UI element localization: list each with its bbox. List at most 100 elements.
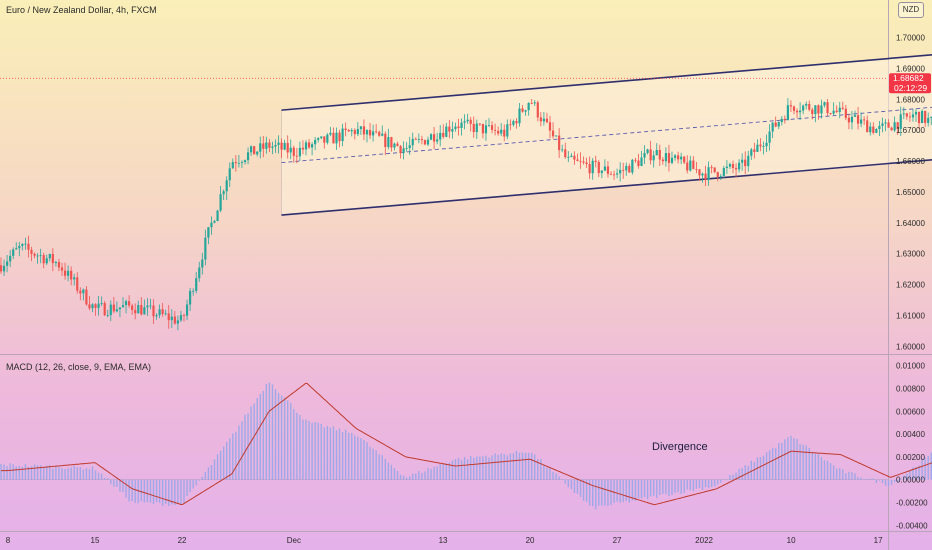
candle-body [530, 102, 533, 104]
macd-bar [107, 478, 109, 480]
candle-body [655, 149, 658, 156]
candle-body [722, 167, 725, 176]
candle-body [640, 157, 643, 167]
macd-bar [46, 465, 48, 480]
candle-body [33, 253, 36, 256]
candle-body [185, 304, 189, 316]
macd-bar [808, 448, 810, 480]
candle-body [164, 313, 167, 315]
macd-bar [445, 463, 447, 480]
macd-bar [845, 473, 847, 480]
candle-body [680, 156, 683, 160]
candle-body [539, 117, 542, 122]
macd-bar [543, 465, 545, 480]
macd-bar [363, 440, 365, 480]
candle-body [887, 122, 890, 128]
macd-axis[interactable]: 0.01000 0.00800 0.00600 0.00400 0.00200 0.000… [896, 362, 928, 531]
candle-body [707, 167, 710, 180]
candle-body [494, 129, 497, 131]
macd-bar [3, 464, 5, 480]
macd-bar [866, 479, 868, 480]
candle-body [786, 105, 789, 121]
macd-bar [229, 438, 231, 480]
candle-body [850, 116, 854, 123]
candle-body [811, 109, 814, 115]
macd-bar [482, 456, 484, 480]
macd-bar [659, 479, 661, 496]
candle-body [442, 132, 445, 137]
time-axis[interactable]: 81522Dec1320272022101724Feb1421 [6, 536, 932, 545]
macd-bar [418, 471, 420, 480]
candle-body [21, 244, 24, 246]
candle-body [555, 135, 558, 137]
macd-bar [216, 454, 219, 480]
macd-bar [222, 446, 225, 480]
candle-body [399, 145, 402, 154]
candle-body [765, 142, 768, 147]
macd-bar [451, 460, 454, 480]
candle-body [0, 265, 3, 272]
candle-body [250, 146, 253, 153]
macd-bar [470, 455, 472, 480]
candle-body [515, 121, 518, 124]
candle-body [884, 122, 887, 124]
candle-body [738, 162, 741, 170]
macd-bar [524, 452, 527, 480]
macd-bar [76, 467, 78, 480]
candle-body [561, 149, 564, 151]
candle-body [799, 110, 802, 113]
candle-body [789, 105, 793, 107]
macd-bar [293, 408, 295, 480]
candle-body [625, 166, 628, 171]
candle-body [289, 147, 292, 153]
macd-bar [24, 464, 27, 480]
parallel-channel[interactable] [281, 30, 932, 216]
macd-bar [924, 457, 926, 480]
channel-upper-line[interactable] [281, 30, 932, 111]
macd-bar [18, 465, 20, 480]
macd-bar [122, 479, 124, 493]
macd-bar [232, 433, 234, 480]
macd-bar [372, 448, 374, 480]
candle-body [527, 102, 530, 111]
macd-bar [183, 479, 185, 504]
candle-body [365, 130, 369, 135]
macd-bar [283, 397, 286, 480]
macd-bar [30, 466, 33, 480]
macd-bar [460, 460, 463, 480]
candle-body [524, 110, 527, 112]
channel-fill [281, 54, 932, 216]
macd-bar [765, 452, 768, 480]
currency-badge[interactable]: NZD [898, 2, 924, 18]
candle-body [866, 120, 869, 133]
macd-bar [656, 479, 658, 499]
macd-bar [863, 479, 865, 480]
macd-bar [829, 463, 832, 480]
macd-bar [778, 442, 780, 480]
candle-body [481, 123, 484, 134]
macd-bar [195, 479, 197, 486]
channel-lower-line[interactable] [281, 135, 932, 216]
price-tick-label: 1.60000 [896, 342, 925, 351]
candle-body [908, 116, 911, 118]
macd-bar [280, 395, 283, 480]
macd-bar [509, 453, 512, 480]
macd-bar [595, 479, 597, 510]
macd-bar [311, 422, 313, 480]
price-tick-label: 1.61000 [896, 311, 925, 320]
macd-bar [695, 479, 698, 489]
macd-bar [811, 451, 813, 480]
macd-tick-label: 0.00800 [896, 385, 925, 394]
candle-body [27, 243, 30, 250]
price-tick-label: 1.67000 [896, 126, 925, 135]
candle-body [51, 253, 54, 264]
macd-bar [244, 414, 246, 480]
macd-bar [527, 452, 530, 480]
candle-body [161, 309, 164, 314]
price-axis[interactable]: 1.70000 1.69000 1.68000 1.67000 1.66000 1.650… [896, 34, 925, 352]
candle-body [759, 144, 762, 147]
macd-bar [564, 479, 566, 484]
candle-body [45, 258, 48, 264]
